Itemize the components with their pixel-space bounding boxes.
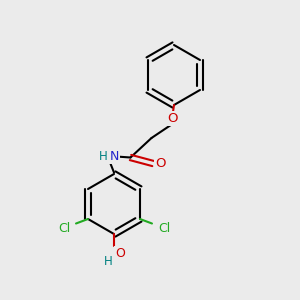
- Text: O: O: [115, 247, 125, 260]
- Text: Cl: Cl: [58, 221, 70, 235]
- Text: Cl: Cl: [158, 221, 170, 235]
- Text: H: H: [99, 149, 108, 163]
- Text: N: N: [109, 149, 119, 163]
- Text: O: O: [167, 112, 178, 125]
- Text: H: H: [103, 255, 112, 268]
- Text: O: O: [155, 157, 166, 170]
